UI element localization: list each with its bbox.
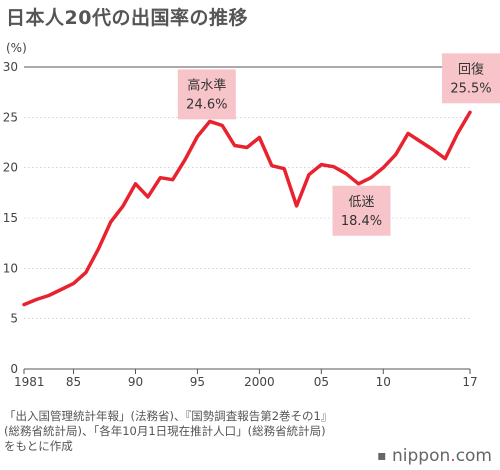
x-tick-label: 17 [462,375,477,389]
brand-prefix: nippon [392,446,451,466]
brand-dot: . [450,446,456,466]
x-tick-label: 1981 [14,375,45,389]
x-tick-label: 90 [128,375,143,389]
y-tick-label: 30 [3,60,18,74]
annotation-box [177,69,236,120]
annotation-value: 24.6% [186,97,227,112]
annotation-box [442,53,500,104]
annotation-value: 25.5% [450,81,491,96]
x-tick-label: 2000 [244,375,275,389]
annotation-label: 高水準 [187,77,226,93]
y-tick-label: 15 [3,211,18,225]
x-tick-label: 85 [66,375,81,389]
x-tick-label: 10 [376,375,391,389]
chart-title: 日本人20代の出国率の推移 [6,7,248,29]
y-tick-label: 10 [3,261,18,275]
x-tick-label: 05 [314,375,329,389]
y-tick-label: 20 [3,161,18,175]
y-tick-label: 5 [10,312,18,326]
source-note: 「出入国管理統計年報」(法務省)、『国勢調査報告第2巻その1』 (総務省統計局)… [4,409,333,453]
brand-suffix: com [455,446,492,466]
y-tick-label: 25 [3,110,18,124]
y-tick-label: 0 [10,362,18,376]
brand-logo: ▪ nippon.com [377,446,492,466]
annotation-value: 18.4% [341,214,382,229]
series-line [22,110,472,307]
annotation-label: 回復 [458,61,484,77]
annotation-label: 低迷 [348,195,374,210]
x-tick-label: 95 [190,375,205,389]
brand-mark-icon: ▪ [377,448,387,464]
annotation-box [332,185,391,236]
y-axis-unit: (%) [6,41,27,55]
